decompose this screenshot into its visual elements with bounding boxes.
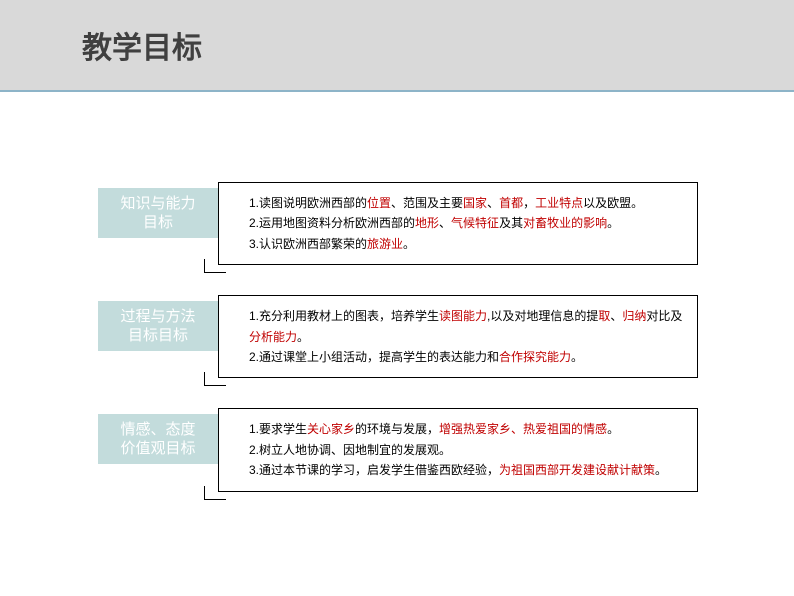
label-line: 过程与方法	[120, 307, 195, 327]
plain-text: 。	[655, 463, 667, 477]
highlight-text: 读图能力	[439, 309, 487, 323]
highlight-text: 为祖国西部开发建设献计献策	[499, 463, 655, 477]
plain-text: 对比及	[646, 309, 682, 323]
bracket-decoration	[204, 372, 226, 386]
plain-text: ，	[523, 196, 535, 210]
plain-text: 。	[607, 422, 619, 436]
highlight-text: 增强热爱家乡、热爱祖国的情感	[439, 422, 607, 436]
highlight-text: 工业特点	[535, 196, 583, 210]
plain-text: 2.运用地图资料分析欧洲西部的	[249, 216, 415, 230]
label-line: 知识与能力	[120, 194, 195, 214]
section-knowledge: 知识与能力 目标 1.读图说明欧洲西部的位置、范围及主要国家、首都，工业特点以及…	[98, 182, 698, 265]
content-area: 知识与能力 目标 1.读图说明欧洲西部的位置、范围及主要国家、首都，工业特点以及…	[98, 182, 698, 522]
plain-text: 。	[403, 237, 415, 251]
highlight-text: 国家	[463, 196, 487, 210]
plain-text: 。	[571, 350, 583, 364]
plain-text: 的环境与发展，	[355, 422, 439, 436]
plain-text: 3.认识欧洲西部繁荣的	[249, 237, 367, 251]
plain-text: 2.通过课堂上小组活动，提高学生的表达能力和	[249, 350, 499, 364]
highlight-text: 关心家乡	[307, 422, 355, 436]
section-label: 过程与方法 目标目标	[98, 301, 218, 351]
bracket-decoration	[204, 486, 226, 500]
highlight-text: 首都	[499, 196, 523, 210]
label-line: 目标目标	[128, 326, 188, 346]
section-text-box: 1.读图说明欧洲西部的位置、范围及主要国家、首都，工业特点以及欧盟。2.运用地图…	[218, 182, 698, 265]
plain-text: 2.树立人地协调、因地制宜的发展观。	[249, 443, 451, 457]
text-line: 3.认识欧洲西部繁荣的旅游业。	[249, 234, 683, 254]
plain-text: 及其	[499, 216, 523, 230]
highlight-text: 气候特征	[451, 216, 499, 230]
section-text-box: 1.要求学生关心家乡的环境与发展，增强热爱家乡、热爱祖国的情感。2.树立人地协调…	[218, 408, 698, 491]
plain-text: 。	[607, 216, 619, 230]
section-process: 过程与方法 目标目标 1.充分利用教材上的图表，培养学生读图能力,以及对地理信息…	[98, 295, 698, 378]
section-emotion: 情感、态度 价值观目标 1.要求学生关心家乡的环境与发展，增强热爱家乡、热爱祖国…	[98, 408, 698, 491]
text-line: 2.运用地图资料分析欧洲西部的地形、气候特征及其对畜牧业的影响。	[249, 213, 683, 233]
plain-text: 、范围及主要	[391, 196, 463, 210]
highlight-text: 归纳	[622, 309, 646, 323]
label-line: 情感、态度	[120, 420, 195, 440]
text-line: 3.通过本节课的学习，启发学生借鉴西欧经验，为祖国西部开发建设献计献策。	[249, 460, 683, 480]
header-band: 教学目标	[0, 0, 794, 90]
plain-text: 、	[439, 216, 451, 230]
text-line: 2.树立人地协调、因地制宜的发展观。	[249, 440, 683, 460]
highlight-text: 位置	[367, 196, 391, 210]
highlight-text: 合作探究能力	[499, 350, 571, 364]
highlight-text: 地形	[415, 216, 439, 230]
text-line: 1.要求学生关心家乡的环境与发展，增强热爱家乡、热爱祖国的情感。	[249, 419, 683, 439]
plain-text: 1.充分利用教材上的图表，培养学生	[249, 309, 439, 323]
section-label: 情感、态度 价值观目标	[98, 414, 218, 464]
plain-text: 、	[487, 196, 499, 210]
highlight-text: 分析能力	[249, 330, 297, 344]
plain-text: 、	[610, 309, 622, 323]
plain-text: 3.通过本节课的学习，启发学生借鉴西欧经验，	[249, 463, 499, 477]
page-title: 教学目标	[82, 23, 202, 67]
accent-divider	[0, 90, 794, 92]
section-text-box: 1.充分利用教材上的图表，培养学生读图能力,以及对地理信息的提取、归纳对比及分析…	[218, 295, 698, 378]
label-line: 价值观目标	[120, 439, 195, 459]
plain-text: 1.读图说明欧洲西部的	[249, 196, 367, 210]
text-line: 2.通过课堂上小组活动，提高学生的表达能力和合作探究能力。	[249, 347, 683, 367]
highlight-text: 旅游业	[367, 237, 403, 251]
label-line: 目标	[143, 213, 173, 233]
highlight-text: 取	[598, 309, 610, 323]
text-line: 1.读图说明欧洲西部的位置、范围及主要国家、首都，工业特点以及欧盟。	[249, 193, 683, 213]
plain-text: 1.要求学生	[249, 422, 307, 436]
section-label: 知识与能力 目标	[98, 188, 218, 238]
text-line: 1.充分利用教材上的图表，培养学生读图能力,以及对地理信息的提取、归纳对比及分析…	[249, 306, 683, 347]
plain-text: 以及欧盟。	[583, 196, 643, 210]
plain-text: 。	[297, 330, 309, 344]
highlight-text: 对畜牧业的影响	[523, 216, 607, 230]
bracket-decoration	[204, 259, 226, 273]
plain-text: ,以及对地理信息的提	[487, 309, 598, 323]
